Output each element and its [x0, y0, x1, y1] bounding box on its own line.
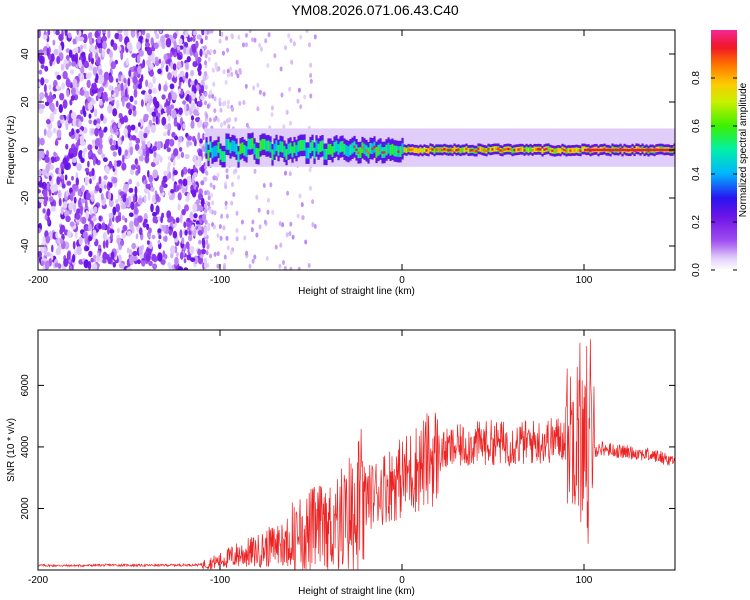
colorbar-tick-label: 0.6 [691, 119, 702, 133]
colorbar-tick-label: 0.4 [691, 167, 702, 181]
snr-y-tick-label: 6000 [20, 374, 31, 397]
snr-x-tick-label: 0 [399, 575, 405, 586]
spectrogram-image [38, 30, 675, 270]
colorbar-tick-label: 0.2 [691, 215, 702, 229]
heatmap-x-axis-label: Height of straight line (km) [298, 286, 415, 297]
snr-plot-frame [37, 329, 676, 571]
heatmap-x-tick-label: 100 [576, 275, 593, 286]
heatmap-y-tick-label: -40 [20, 238, 31, 253]
heatmap-y-axis-label: Frequency (Hz) [6, 116, 17, 185]
colorbar [711, 30, 737, 270]
snr-x-axis-label: Height of straight line (km) [298, 586, 415, 597]
heatmap-y-tick-label: 40 [20, 48, 31, 60]
snr-y-axis-label: SNR (10 * v/v) [6, 418, 17, 482]
snr-x-tick-label: 100 [576, 575, 593, 586]
heatmap-x-tick-label: -200 [28, 275, 48, 286]
snr-series-line [38, 339, 675, 570]
heatmap-y-tick-label: -20 [20, 190, 31, 205]
colorbar-tick-label: 0.0 [691, 263, 702, 277]
snr-y-tick-label: 2000 [20, 497, 31, 520]
heatmap-y-tick-label: 0 [20, 147, 31, 153]
heatmap-x-tick-label: 0 [399, 275, 405, 286]
colorbar-label: Normalized spectral amplitude [738, 82, 749, 217]
colorbar-tick-label: 0.8 [691, 71, 702, 85]
snr-x-tick-label: -100 [210, 575, 230, 586]
snr-y-tick-label: 4000 [20, 435, 31, 458]
figure-title: YM08.2026.071.06.43.C40 [291, 2, 459, 18]
heatmap-y-tick-label: 20 [20, 96, 31, 108]
snr-x-tick-label: -200 [28, 575, 48, 586]
heatmap-x-tick-label: -100 [210, 275, 230, 286]
